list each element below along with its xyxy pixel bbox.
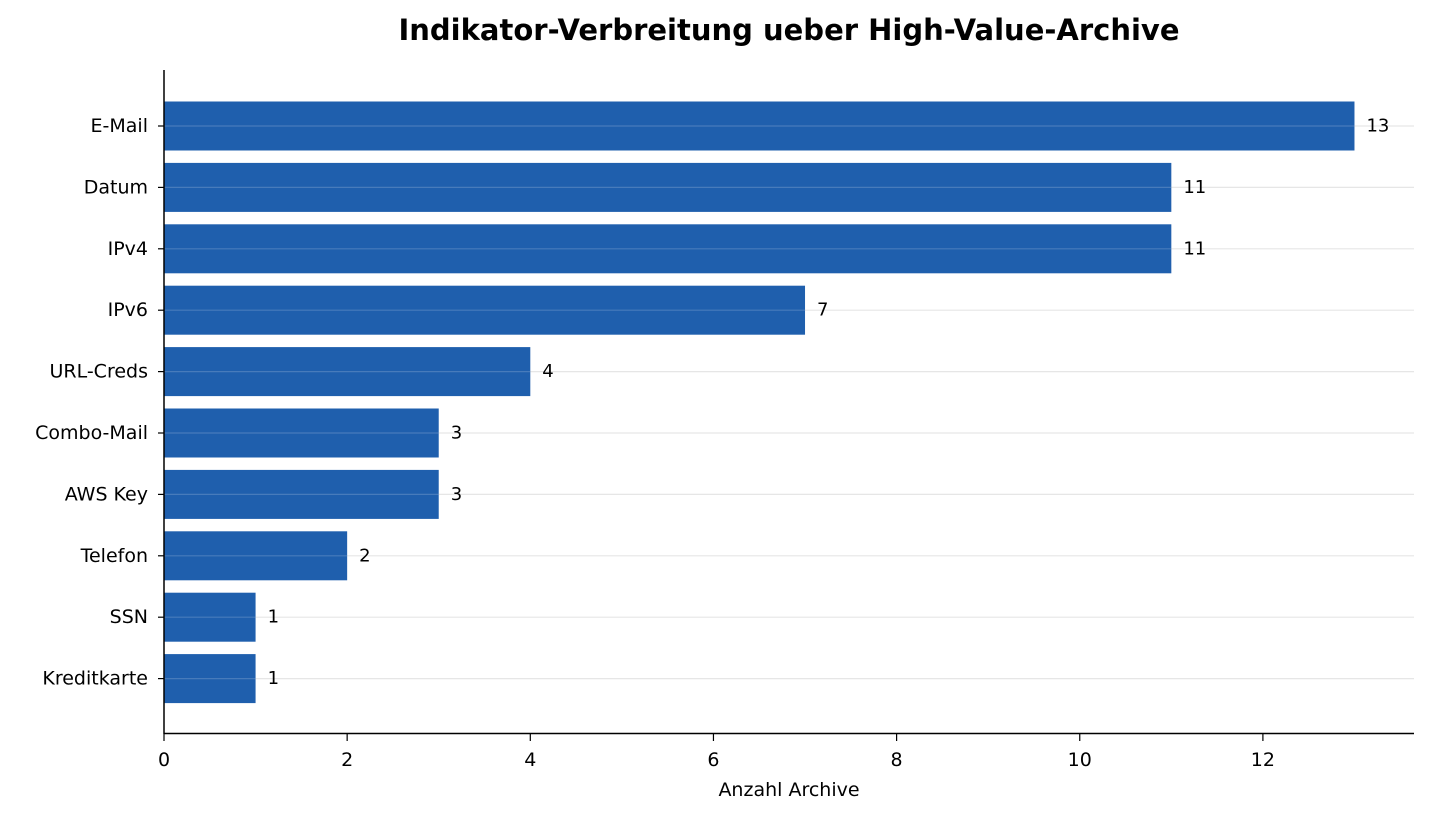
value-label-datum: 11 <box>1183 177 1206 198</box>
category-label-combo-mail: Combo-Mail <box>35 422 148 444</box>
bar-telefon <box>164 531 348 581</box>
bar-e-mail <box>164 101 1355 151</box>
category-label-url-creds: URL-Creds <box>49 361 148 383</box>
x-axis-label: Anzahl Archive <box>718 779 859 801</box>
y-axis-labels: E-Mail Datum IPv4 IPv6 URL-Creds Combo-Mail AW… <box>35 115 164 690</box>
bar-ssn <box>164 592 256 642</box>
axes <box>163 70 1414 735</box>
bar-kreditkarte <box>164 654 256 704</box>
x-tick-label-0: 0 <box>158 749 170 771</box>
bar-datum <box>164 162 1172 212</box>
x-tick-label-10: 10 <box>1068 749 1092 771</box>
x-tick-label-6: 6 <box>707 749 719 771</box>
value-label-ipv4: 11 <box>1183 238 1206 259</box>
category-label-datum: Datum <box>84 176 148 198</box>
value-label-aws-key: 3 <box>451 484 462 505</box>
value-label-telefon: 2 <box>359 545 370 566</box>
bars <box>164 101 1355 704</box>
bar-aws-key <box>164 469 439 519</box>
value-label-ipv6: 7 <box>817 300 828 321</box>
category-label-kreditkarte: Kreditkarte <box>42 668 148 690</box>
value-label-combo-mail: 3 <box>451 423 462 444</box>
bar-url-creds <box>164 347 531 397</box>
bar-ipv6 <box>164 285 806 335</box>
bar-ipv4 <box>164 224 1172 274</box>
value-label-ssn: 1 <box>268 607 279 628</box>
bar-combo-mail <box>164 408 439 458</box>
x-tick-label-8: 8 <box>891 749 903 771</box>
value-label-kreditkarte: 1 <box>268 668 279 689</box>
value-label-e-mail: 13 <box>1366 116 1389 137</box>
x-tick-label-12: 12 <box>1251 749 1275 771</box>
chart-title: Indikator-Verbreitung ueber High-Value-A… <box>398 13 1179 47</box>
value-label-url-creds: 4 <box>542 361 553 382</box>
category-label-ipv6: IPv6 <box>108 299 148 321</box>
x-tick-label-4: 4 <box>524 749 536 771</box>
x-tick-label-2: 2 <box>341 749 353 771</box>
category-label-e-mail: E-Mail <box>91 115 148 137</box>
category-label-ipv4: IPv4 <box>108 238 148 260</box>
category-label-aws-key: AWS Key <box>65 483 148 505</box>
category-label-ssn: SSN <box>110 606 148 628</box>
category-label-telefon: Telefon <box>80 545 148 567</box>
x-axis-ticks: 0 2 4 6 8 10 12 <box>158 734 1275 771</box>
